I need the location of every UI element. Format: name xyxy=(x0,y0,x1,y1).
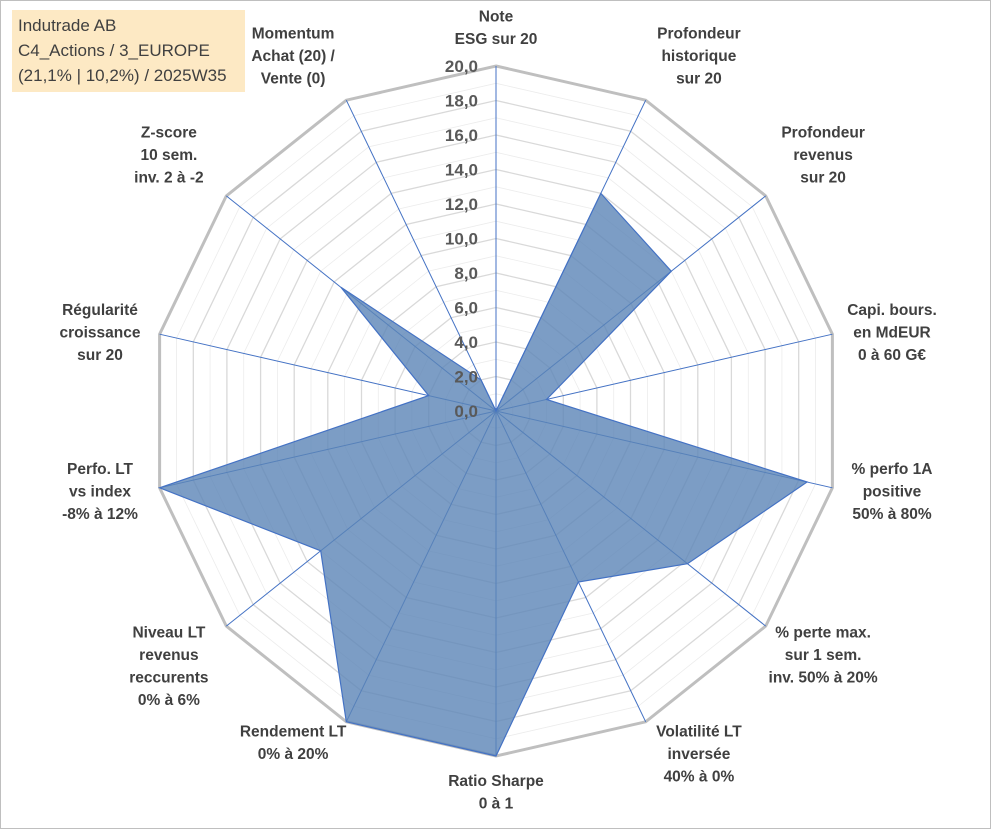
axis-spoke xyxy=(345,99,497,412)
axis-label-line: % perfo 1A xyxy=(852,461,933,478)
tick-label: 18,0 xyxy=(445,92,478,111)
axis-label-line: 0 à 1 xyxy=(479,796,514,813)
tick-label: 8,0 xyxy=(454,264,478,283)
axis-label-line: ESG sur 20 xyxy=(455,31,538,48)
tick-label: 2,0 xyxy=(454,368,478,387)
portfolio-category: C4_Actions / 3_EUROPE xyxy=(18,41,210,60)
axis-label: Régularité croissance sur 20 xyxy=(60,302,141,364)
axis-label-line: sur 20 xyxy=(676,70,722,87)
axis-label-line: Régularité xyxy=(62,302,138,319)
axis-label-line: Z-score xyxy=(141,124,197,141)
axis-label-line: % perte max. xyxy=(775,625,871,642)
axis-label-line: -8% à 12% xyxy=(62,506,138,523)
axis-label-line: Achat (20) / xyxy=(251,48,335,65)
axis-label-line: 40% à 0% xyxy=(664,769,735,786)
company-name: Indutrade AB xyxy=(18,16,117,35)
axis-label-line: en MdEUR xyxy=(853,325,931,342)
axis-label-line: inversée xyxy=(667,746,730,763)
axis-label-line: inv. 2 à -2 xyxy=(134,169,204,186)
axis-label: Niveau LT revenus reccurents 0% à 6% xyxy=(129,625,208,710)
tick-label: 4,0 xyxy=(454,333,478,352)
axis-label: Momentum Achat (20) / Vente (0) xyxy=(251,25,335,87)
axis-label-line: vs index xyxy=(69,483,131,500)
axis-label: Profondeur historique sur 20 xyxy=(657,25,741,87)
tick-label: 6,0 xyxy=(454,299,478,318)
axis-label: Perfo. LT vs index -8% à 12% xyxy=(62,461,138,523)
axis-label-line: reccurents xyxy=(129,670,208,687)
axis-label: Ratio Sharpe 0 à 1 xyxy=(448,773,544,813)
axis-label-line: revenus xyxy=(139,647,198,664)
axis-label-line: 10 sem. xyxy=(140,147,197,164)
axis-label: Z-score 10 sem. inv. 2 à -2 xyxy=(134,124,204,186)
axis-label-line: Capi. bours. xyxy=(847,302,937,319)
axis-label: Rendement LT 0% à 20% xyxy=(240,724,347,764)
axis-label-line: Note xyxy=(479,9,514,26)
axis-label-line: historique xyxy=(661,48,736,65)
axis-label-line: inv. 50% à 20% xyxy=(769,670,878,687)
axis-label-line: positive xyxy=(863,483,922,500)
tick-label: 12,0 xyxy=(445,195,478,214)
tick-label: 10,0 xyxy=(445,230,478,249)
axis-label-line: 0% à 20% xyxy=(258,746,329,763)
axis-label-line: Momentum xyxy=(252,25,335,42)
tick-labels: 0,0 2,0 4,0 6,0 8,0 10,0 12,0 14,0 16,0 18,0 20,0 xyxy=(445,57,478,421)
axis-label-line: 0 à 60 G€ xyxy=(858,347,926,364)
tick-label: 16,0 xyxy=(445,126,478,145)
axis-label-line: 50% à 80% xyxy=(852,506,931,523)
axis-label-line: Niveau LT xyxy=(132,625,205,642)
axis-label-line: Rendement LT xyxy=(240,724,347,741)
axis-label: Profondeur revenus sur 20 xyxy=(781,124,865,186)
axis-label-line: Perfo. LT xyxy=(67,461,134,478)
axis-label: Note ESG sur 20 xyxy=(455,9,538,49)
axis-label-line: Volatilité LT xyxy=(656,724,742,741)
axis-label-line: Vente (0) xyxy=(261,70,326,87)
axis-label-line: revenus xyxy=(793,147,852,164)
axis-label-line: Ratio Sharpe xyxy=(448,773,544,790)
tick-label: 14,0 xyxy=(445,161,478,180)
axis-label-line: sur 20 xyxy=(800,169,846,186)
data-series xyxy=(157,192,809,757)
axis-label: % perte max. sur 1 sem. inv. 50% à 20% xyxy=(769,625,878,687)
tick-label: 20,0 xyxy=(445,57,478,76)
axis-label-line: Profondeur xyxy=(657,25,741,42)
axis-label-line: 0% à 6% xyxy=(138,692,200,709)
axis-labels: Note ESG sur 20 Profondeur historique sur 20… xyxy=(60,9,937,813)
tick-label: 0,0 xyxy=(454,402,478,421)
axis-label: Capi. bours. en MdEUR 0 à 60 G€ xyxy=(847,302,937,364)
info-box: Indutrade AB C4_Actions / 3_EUROPE (21,1… xyxy=(12,10,245,92)
axis-label-line: Profondeur xyxy=(781,124,865,141)
axis-label: Volatilité LT inversée 40% à 0% xyxy=(656,724,742,786)
axis-label-line: croissance xyxy=(60,325,141,342)
axis-label: % perfo 1A positive 50% à 80% xyxy=(852,461,933,523)
axis-spoke xyxy=(495,333,833,412)
axis-label-line: sur 1 sem. xyxy=(785,647,862,664)
axis-label-line: sur 20 xyxy=(77,347,123,364)
performance-week: (21,1% | 10,2%) / 2025W35 xyxy=(18,66,227,85)
